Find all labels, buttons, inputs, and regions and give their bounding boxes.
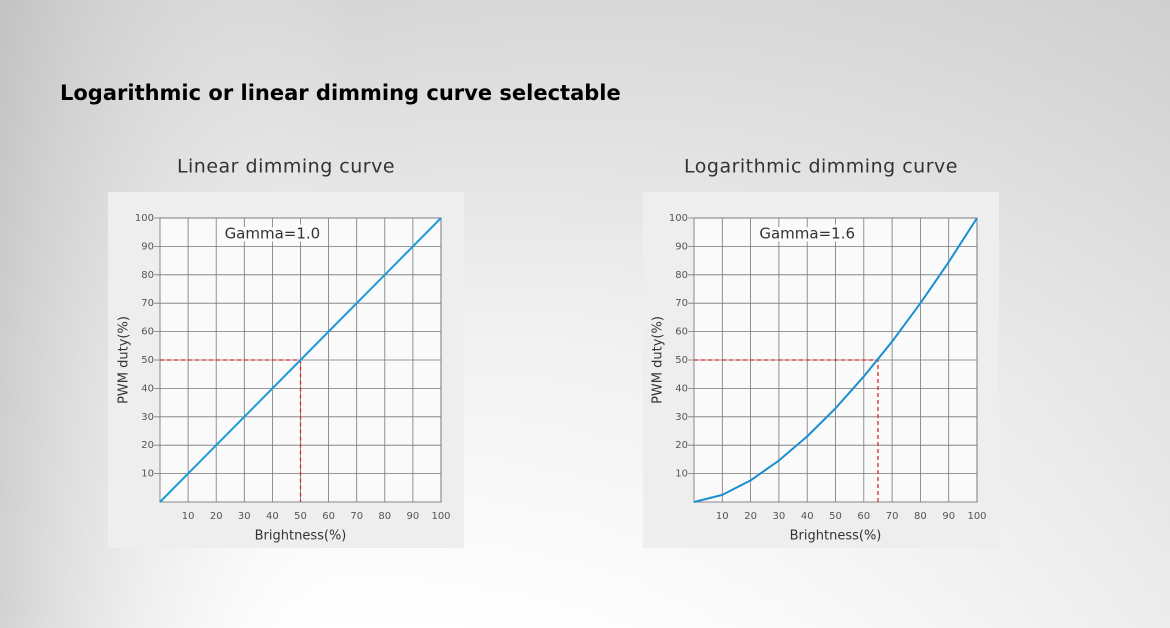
y-tick-label: 50	[675, 355, 688, 366]
x-tick-label: 30	[773, 511, 786, 522]
x-tick-label: 50	[829, 511, 842, 522]
x-tick-label: 40	[801, 511, 814, 522]
y-tick-label: 20	[675, 440, 688, 451]
x-axis-label: Brightness(%)	[790, 529, 882, 544]
chart-title: Linear dimming curve	[177, 156, 395, 178]
x-tick-label: 40	[266, 511, 279, 522]
y-tick-label: 40	[675, 383, 688, 394]
data-line	[159, 217, 442, 503]
annotation: Gamma=1.6	[759, 225, 855, 243]
x-tick-label: 90	[942, 511, 955, 522]
y-tick-label: 10	[675, 469, 688, 480]
x-tick-label: 20	[210, 511, 223, 522]
x-axis-label: Brightness(%)	[255, 529, 347, 544]
y-axis-label: PWM duty(%)	[117, 316, 132, 404]
x-tick-label: 10	[716, 511, 729, 522]
y-tick-label: 60	[141, 327, 154, 338]
y-tick-label: 70	[141, 298, 154, 309]
x-tick-label: 20	[744, 511, 757, 522]
y-axis-label: PWM duty(%)	[651, 316, 666, 404]
page-title: Logarithmic or linear dimming curve sele…	[60, 81, 621, 105]
x-tick-label: 50	[294, 511, 307, 522]
x-tick-label: 30	[238, 511, 251, 522]
y-tick-label: 90	[675, 241, 688, 252]
annotation: Gamma=1.0	[225, 225, 321, 243]
y-tick-label: 70	[675, 298, 688, 309]
x-tick-label: 100	[967, 511, 986, 522]
x-tick-label: 80	[914, 511, 927, 522]
y-tick-label: 10	[141, 469, 154, 480]
y-tick-label: 50	[141, 355, 154, 366]
x-tick-label: 60	[322, 511, 335, 522]
chart-title: Logarithmic dimming curve	[684, 156, 958, 178]
x-tick-label: 70	[350, 511, 363, 522]
y-tick-label: 40	[141, 383, 154, 394]
data-line	[693, 217, 978, 503]
y-tick-label: 30	[141, 412, 154, 423]
x-tick-label: 100	[431, 511, 450, 522]
y-tick-label: 20	[141, 440, 154, 451]
x-tick-label: 70	[886, 511, 899, 522]
x-tick-label: 10	[182, 511, 195, 522]
x-tick-label: 80	[378, 511, 391, 522]
x-tick-label: 60	[857, 511, 870, 522]
y-tick-label: 80	[675, 270, 688, 281]
y-tick-label: 100	[135, 213, 154, 224]
y-tick-label: 80	[141, 270, 154, 281]
y-tick-label: 30	[675, 412, 688, 423]
x-tick-label: 90	[407, 511, 420, 522]
y-tick-label: 90	[141, 241, 154, 252]
y-tick-label: 100	[669, 213, 688, 224]
y-tick-label: 60	[675, 327, 688, 338]
